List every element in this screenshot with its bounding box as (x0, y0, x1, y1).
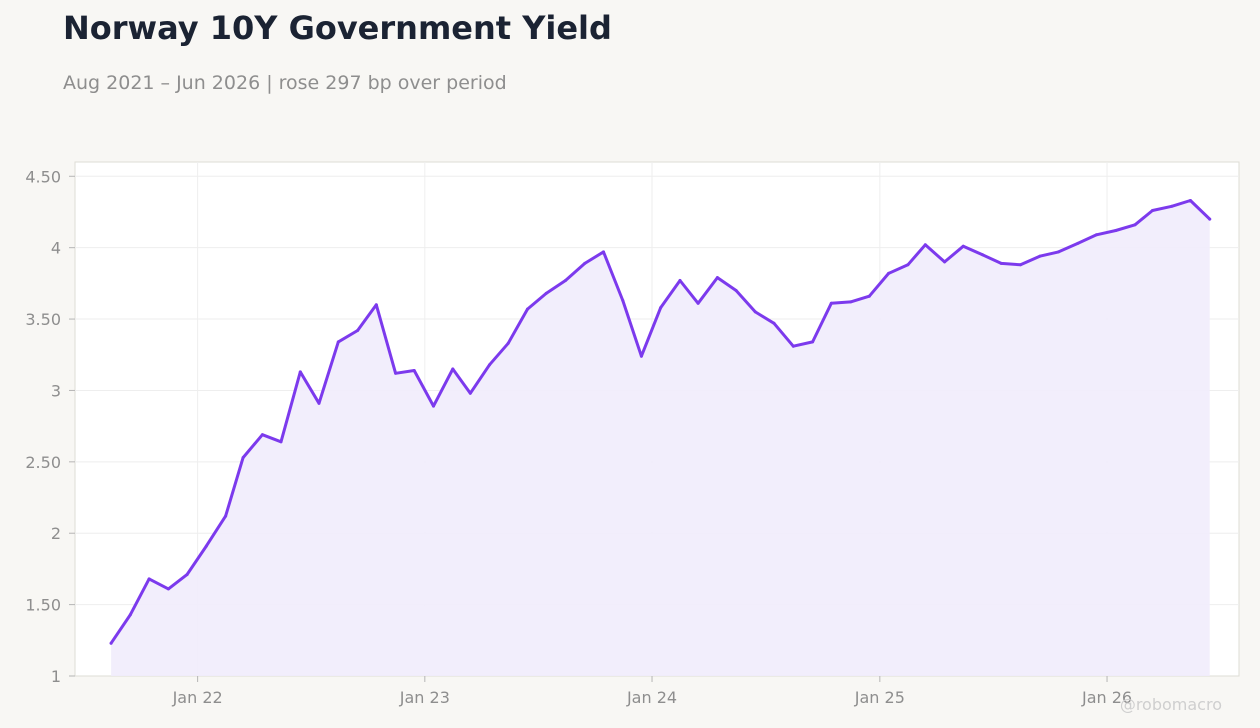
data-point (1076, 241, 1080, 245)
data-point (583, 261, 587, 265)
data-point (659, 306, 663, 310)
x-tick-label: Jan 24 (626, 688, 677, 707)
data-point (887, 271, 891, 275)
yield-area (111, 200, 1210, 676)
data-point (791, 344, 795, 348)
data-point (147, 577, 151, 581)
data-point (753, 310, 757, 314)
data-point (602, 250, 605, 254)
y-tick-label: 4.50 (25, 167, 61, 186)
data-point (204, 544, 208, 548)
data-point (1057, 250, 1060, 254)
y-tick-label: 3 (51, 381, 61, 400)
data-point (621, 299, 625, 302)
data-point (432, 404, 435, 408)
data-point (526, 307, 529, 311)
watermark-text: @robomacro (1120, 695, 1222, 714)
data-point (906, 263, 910, 267)
data-point (544, 291, 548, 295)
y-tick-label: 2.50 (25, 453, 61, 472)
data-point (981, 253, 984, 257)
data-point (867, 294, 871, 298)
data-point (374, 303, 378, 307)
y-tick-label: 4 (51, 239, 61, 258)
y-tick-label: 3.50 (25, 310, 61, 329)
chart-subtitle: Aug 2021 – Jun 2026 | rose 297 bp over p… (63, 72, 507, 94)
data-point (772, 321, 776, 325)
data-points (109, 199, 1212, 645)
data-point (564, 279, 567, 282)
data-point (298, 370, 302, 374)
x-axis: Jan 22 Jan 23 Jan 24 Jan 25 Jan 26 (172, 676, 1132, 707)
data-point (811, 340, 815, 344)
y-axis: 1 1.50 2 2.50 3 3.50 4 4.50 (25, 167, 75, 686)
data-point (1208, 217, 1212, 221)
data-point (961, 244, 965, 248)
data-point (185, 573, 189, 577)
data-point (849, 300, 853, 304)
data-point (128, 613, 132, 617)
data-point (999, 261, 1003, 265)
data-point (336, 340, 340, 344)
data-point (678, 279, 682, 282)
data-point (260, 433, 264, 437)
data-point (166, 587, 170, 591)
data-point (696, 301, 700, 305)
data-point (356, 329, 360, 332)
x-tick-label: Jan 26 (1081, 688, 1132, 707)
data-point (1095, 233, 1098, 237)
data-point (224, 514, 228, 518)
chart-title: Norway 10Y Government Yield (63, 9, 612, 47)
data-point (488, 363, 492, 367)
data-point (1133, 223, 1137, 227)
data-point (109, 641, 113, 645)
data-point (1170, 204, 1174, 208)
y-tick-label: 2 (51, 524, 61, 543)
x-tick-label: Jan 22 (172, 688, 223, 707)
data-point (943, 260, 947, 264)
data-point (317, 401, 321, 405)
data-point (506, 341, 510, 345)
data-point (412, 369, 416, 372)
x-tick-label: Jan 25 (854, 688, 905, 707)
data-point (734, 289, 738, 292)
x-tick-label: Jan 23 (399, 688, 450, 707)
data-point (394, 371, 398, 375)
data-point (715, 276, 719, 280)
data-point (1188, 199, 1192, 202)
data-point (279, 440, 283, 444)
y-tick-label: 1.50 (25, 596, 61, 615)
y-tick-label: 1 (51, 667, 61, 686)
data-point (241, 456, 245, 460)
data-point (639, 354, 643, 358)
data-point (1019, 263, 1022, 267)
data-point (468, 391, 472, 395)
data-point (1038, 254, 1042, 258)
data-point (1114, 229, 1118, 232)
data-point (1151, 209, 1154, 212)
data-point (829, 301, 833, 305)
data-point (923, 243, 927, 247)
data-point (451, 367, 455, 371)
